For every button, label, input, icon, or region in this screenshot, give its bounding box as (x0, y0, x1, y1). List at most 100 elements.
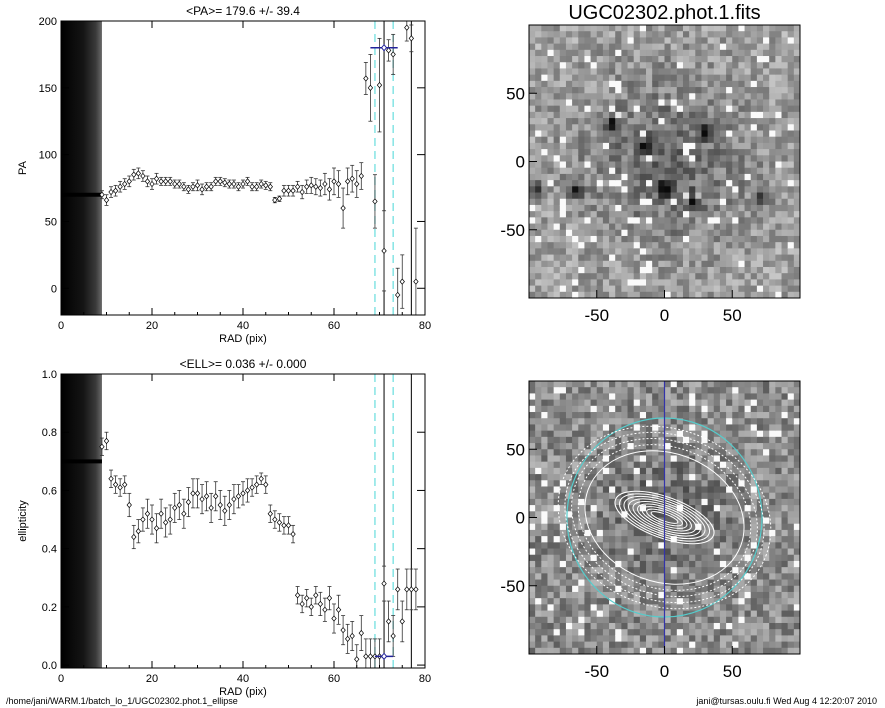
image-pixel (535, 486, 542, 494)
image-pixel (602, 455, 610, 463)
image-pixel (658, 536, 666, 543)
image-pixel (738, 461, 746, 469)
isophote-contour (641, 506, 688, 529)
image-pixel (584, 198, 592, 206)
image-pixel (541, 560, 549, 568)
image-pixel (553, 291, 561, 298)
image-pixel (732, 405, 740, 413)
image-pixel (726, 204, 733, 212)
image-pixel (726, 136, 733, 144)
image-pixel (689, 155, 696, 163)
image-pixel (689, 62, 696, 70)
image-pixel (646, 211, 653, 218)
image-pixel (750, 387, 758, 395)
image-pixel (615, 647, 622, 654)
image-pixel (793, 111, 800, 119)
image-pixel (775, 186, 783, 194)
image-pixel (750, 87, 758, 94)
image-pixel (787, 254, 795, 262)
image-pixel (750, 647, 758, 654)
image-pixel (744, 604, 752, 612)
image-pixel (726, 591, 733, 599)
image-pixel (565, 285, 573, 293)
image-pixel (646, 591, 653, 599)
image-pixel (689, 412, 696, 419)
image-pixel (553, 412, 561, 419)
image-pixel (664, 192, 672, 200)
image-pixel (707, 99, 715, 107)
image-pixel (763, 598, 770, 605)
image-pixel (646, 629, 653, 636)
image-pixel (584, 235, 592, 243)
image-pixel (578, 173, 586, 181)
image-pixel (609, 387, 616, 395)
image-pixel (541, 93, 549, 101)
image-pixel (750, 25, 758, 32)
image-pixel (676, 198, 684, 206)
image-pixel (541, 505, 549, 512)
image-pixel (541, 523, 549, 531)
image-pixel (689, 105, 696, 113)
image-pixel (572, 155, 579, 163)
image-pixel (541, 254, 549, 262)
image-pixel (572, 418, 579, 426)
image-pixel (621, 180, 629, 187)
image-pixel (621, 548, 629, 556)
image-pixel (689, 629, 696, 636)
image-pixel (609, 93, 616, 101)
image-pixel (670, 254, 678, 262)
image-pixel (719, 604, 727, 612)
image-pixel (646, 381, 653, 388)
image-pixel (584, 87, 592, 94)
image-pixel (565, 436, 573, 444)
image-pixel (553, 217, 561, 225)
image-pixel (769, 273, 776, 280)
image-pixel (590, 223, 598, 231)
image-pixel (621, 381, 629, 388)
image-pixel (781, 443, 789, 450)
image-pixel (775, 273, 783, 280)
image-pixel (682, 111, 690, 119)
image-pixel (719, 455, 727, 463)
image-pixel (769, 412, 776, 419)
image-pixel (565, 449, 573, 457)
image-pixel (769, 449, 776, 457)
image-pixel (658, 647, 666, 654)
image-pixel (547, 285, 555, 293)
image-pixel (553, 622, 561, 630)
image-pixel (707, 242, 715, 249)
image-pixel (664, 235, 672, 243)
image-pixel (732, 560, 740, 568)
image-pixel (565, 610, 573, 618)
image-pixel (621, 242, 629, 249)
image-pixel (682, 260, 690, 268)
image-pixel (781, 118, 789, 125)
isophote-contour (557, 425, 772, 610)
image-pixel (781, 211, 789, 218)
image-pixel (615, 498, 622, 506)
image-pixel (596, 573, 604, 581)
image-pixel (756, 622, 764, 630)
image-pixel (775, 155, 783, 163)
image-pixel (627, 486, 635, 494)
image-pixel (578, 591, 586, 599)
image-pixel (541, 393, 549, 401)
image-pixel (756, 498, 764, 506)
image-pixel (769, 74, 776, 82)
image-pixel (732, 486, 740, 494)
image-pixel (639, 142, 647, 150)
image-pixel (627, 56, 635, 63)
image-pixel (732, 242, 740, 249)
image-pixel (726, 536, 733, 543)
image-pixel (541, 111, 549, 119)
image-pixel (553, 492, 561, 500)
image-pixel (787, 118, 795, 125)
image-pixel (793, 87, 800, 94)
image-pixel (676, 455, 684, 463)
image-pixel (750, 149, 758, 156)
image-pixel (633, 424, 641, 432)
image-pixel (732, 604, 740, 612)
image-pixel (707, 260, 715, 268)
image-pixel (639, 474, 647, 481)
image-pixel (713, 492, 721, 500)
